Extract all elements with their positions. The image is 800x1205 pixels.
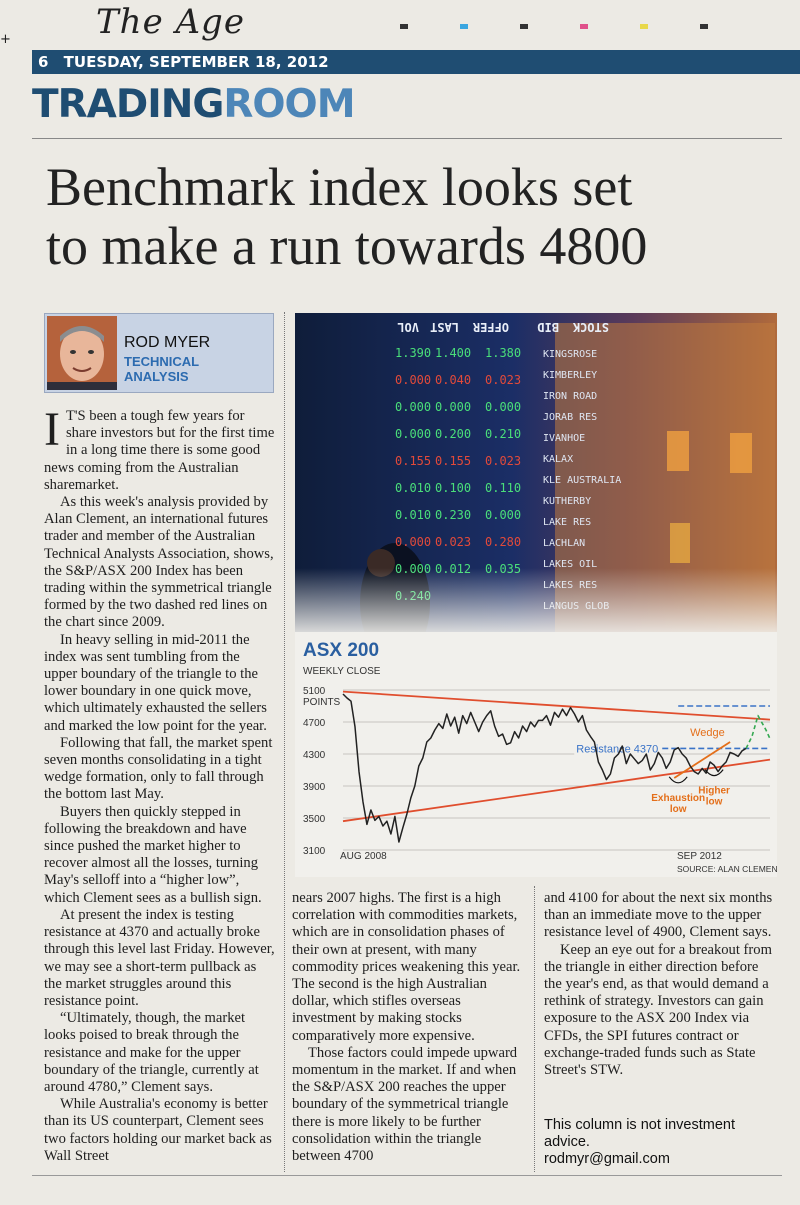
article-paragraph: nears 2007 highs. The first is a high co…	[292, 890, 521, 1044]
article-column-1: I T'S been a tough few years for share in…	[44, 403, 276, 1165]
low-marker	[668, 776, 688, 784]
author-role-line-1: TECHNICAL	[124, 354, 200, 369]
article-paragraph: As this week's analysis provided by Alan…	[44, 494, 274, 631]
x-axis-start-label: AUG 2008	[340, 851, 387, 862]
registration-mark-cyan	[460, 24, 468, 29]
article-paragraph: Those factors could impede upward moment…	[292, 1044, 518, 1165]
author-role-line-2: ANALYSIS	[124, 369, 189, 384]
article-paragraph: Keep an eye out for a breakout from the …	[544, 941, 772, 1079]
stock-board-image: VOLLASTOFFERBIDSTOCK1.3901.4001.3800.000…	[295, 313, 777, 640]
annotation-label: Exhaustion	[651, 793, 705, 804]
drop-cap: I	[44, 403, 60, 456]
author-email: rodmyr@gmail.com	[544, 1151, 670, 1167]
author-portrait-drawing	[47, 316, 117, 390]
section-title-part1: TRADING	[32, 82, 224, 127]
article-paragraph: Buyers then quickly stepped in following…	[44, 803, 262, 906]
y-tick-label: 3900	[303, 782, 326, 793]
y-tick-label: 4300	[303, 750, 326, 761]
annotation-label: Higher	[698, 786, 730, 797]
triangle-boundary-line	[342, 758, 771, 823]
y-tick-label: 3100	[303, 846, 326, 857]
y-tick-label: 5100	[303, 686, 326, 697]
top-rule	[32, 138, 782, 139]
chart-source: SOURCE: ALAN CLEMENT	[677, 864, 777, 874]
author-role: TECHNICAL ANALYSIS	[124, 354, 199, 384]
masthead-brand: The Age	[96, 2, 245, 42]
y-tick-label: 4700	[303, 718, 326, 729]
column-divider	[534, 886, 535, 1172]
annotation-label: low	[670, 804, 687, 815]
article-paragraph: and 4100 for about the next six months t…	[544, 890, 773, 941]
article-paragraph: I T'S been a tough few years for share in…	[44, 403, 275, 493]
author-name: ROD MYER	[124, 334, 211, 351]
page-margin-mark: +	[0, 32, 11, 47]
article-paragraph: At present the index is testing resistan…	[44, 906, 275, 1009]
chart-subtitle: WEEKLY CLOSE	[303, 666, 381, 677]
asx200-chart: ASX 200 WEEKLY CLOSE POINTS 5100 4700 4300…	[295, 632, 800, 877]
headline-line-2: to make a run towards 4800	[46, 216, 648, 276]
section-title-part2: ROOM	[223, 82, 355, 127]
column-divider	[284, 312, 285, 1172]
registration-mark-black	[400, 24, 408, 29]
registration-mark-black	[520, 24, 528, 29]
page-number: 6	[38, 53, 49, 71]
asx200-series-line	[342, 693, 747, 843]
chart-title: ASX 200	[303, 640, 379, 661]
author-photo	[47, 316, 117, 390]
low-marker	[704, 769, 724, 777]
issue-date: TUESDAY, SEPTEMBER 18, 2012	[63, 53, 329, 71]
registration-mark-yellow	[640, 24, 648, 29]
registration-mark-magenta	[580, 24, 588, 29]
article-paragraph: “Ultimately, though, the market looks po…	[44, 1010, 259, 1095]
disclaimer: This column is not investment advice. ro…	[544, 1117, 776, 1168]
y-tick-label: 3500	[303, 814, 326, 825]
article-paragraph: Following that fall, the market spent se…	[44, 734, 273, 803]
x-axis-end-label: SEP 2012	[677, 851, 722, 862]
asx200-chart-svg: ASX 200 WEEKLY CLOSE POINTS 5100 4700 4300…	[303, 640, 800, 874]
y-axis-label: POINTS	[303, 697, 341, 708]
article-column-3: and 4100 for about the next six months t…	[544, 890, 776, 1079]
stock-board-photo: VOLLASTOFFERBIDSTOCK1.3901.4001.3800.000…	[295, 313, 777, 640]
color-registration-marks	[400, 24, 708, 29]
dateline-bar: 6 TUESDAY, SEPTEMBER 18, 2012	[32, 50, 800, 74]
article-column-2: nears 2007 highs. The first is a high co…	[292, 890, 524, 1165]
section-title: TRADINGROOM	[32, 82, 356, 127]
bottom-rule	[32, 1175, 782, 1176]
triangle-boundary-line	[342, 690, 771, 721]
disclaimer-text: This column is not investment advice.	[544, 1117, 735, 1150]
article-paragraph: In heavy selling in mid-2011 the index w…	[44, 631, 267, 734]
headline-line-1: Benchmark index looks set	[46, 157, 633, 217]
registration-mark-black	[700, 24, 708, 29]
wedge-label: Wedge	[690, 727, 725, 739]
headline: Benchmark index looks set to make a run …	[46, 158, 776, 276]
forecast-series-line	[745, 714, 771, 749]
article-paragraph: While Australia's economy is better than…	[44, 1096, 272, 1164]
annotation-label: low	[706, 797, 723, 808]
wedge-line	[673, 741, 731, 779]
